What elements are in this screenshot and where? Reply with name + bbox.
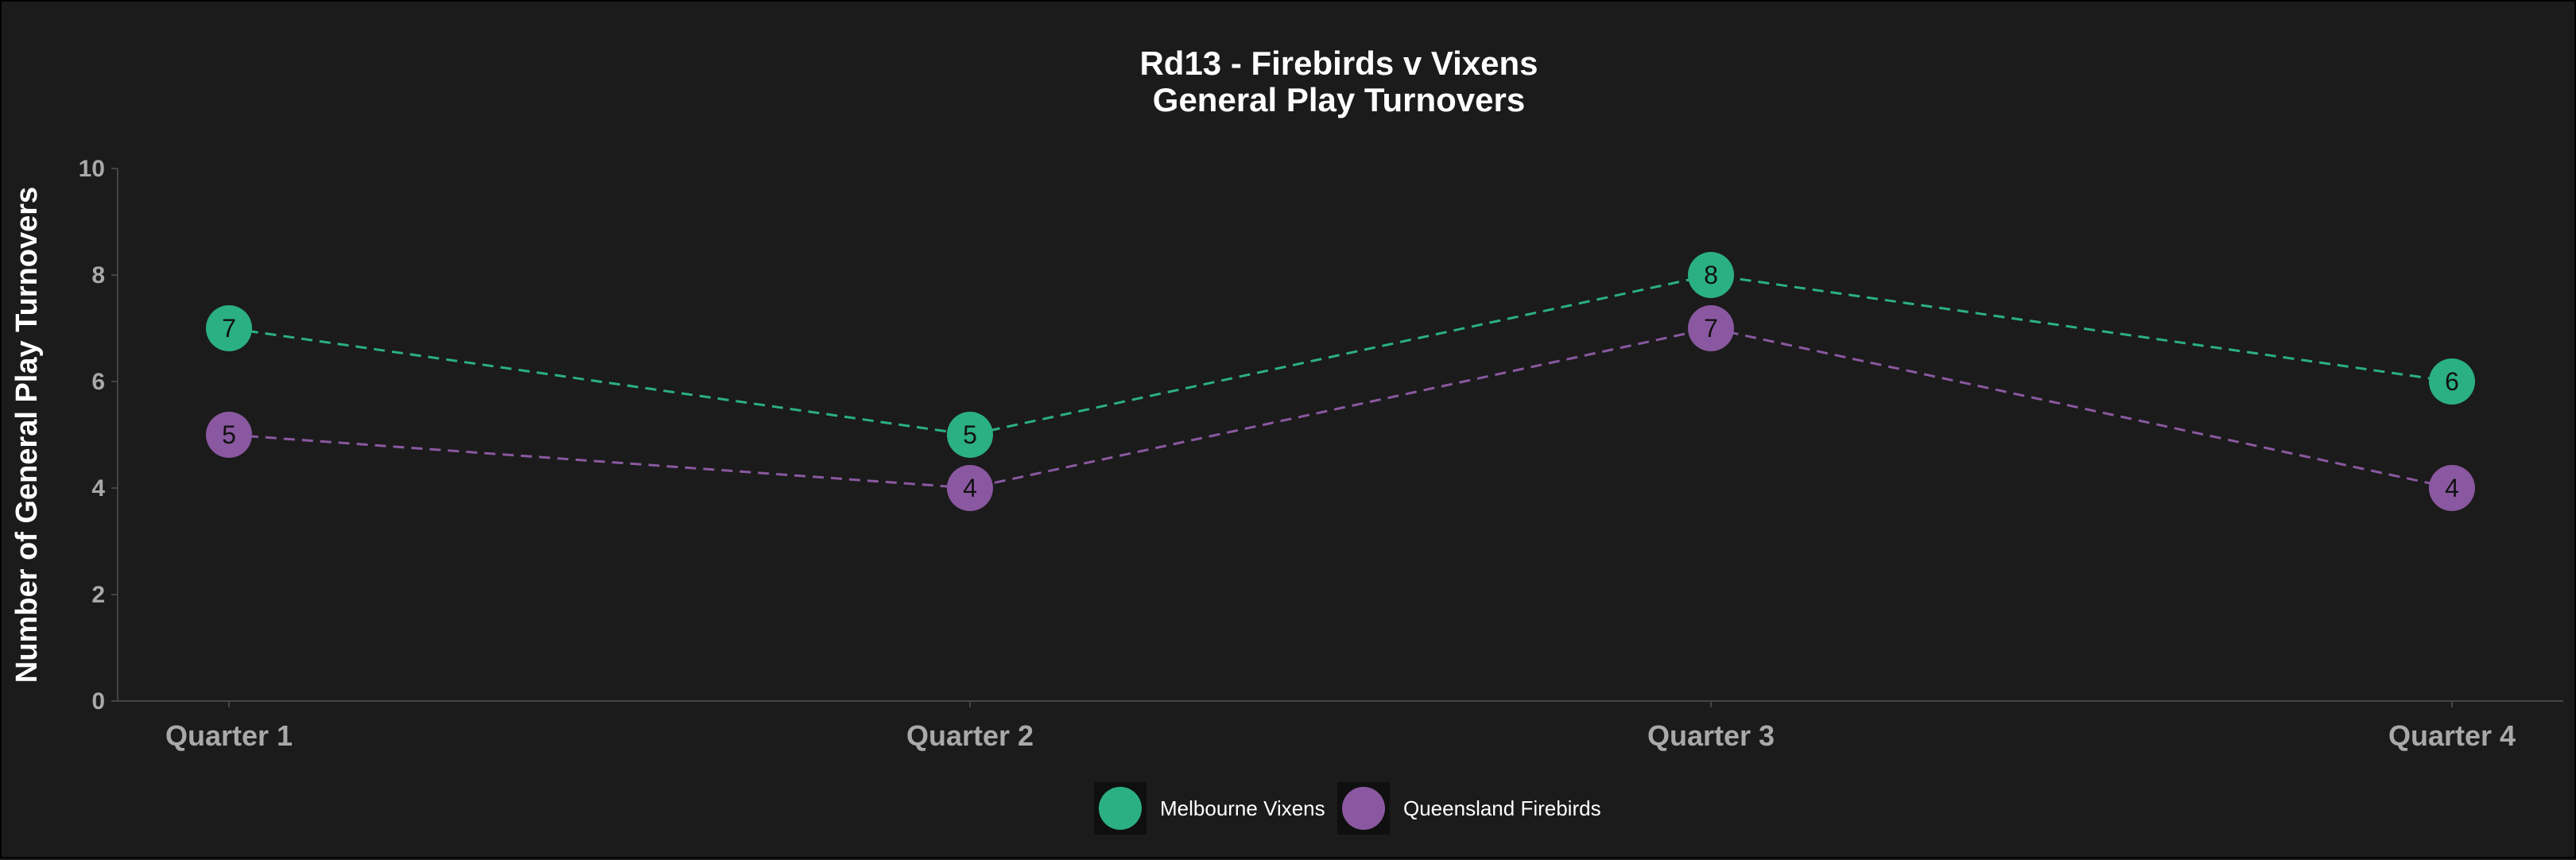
data-point-series-1 [947, 412, 993, 458]
data-label: 6 [2445, 367, 2459, 396]
data-label: 7 [222, 314, 236, 343]
data-label: 5 [222, 420, 236, 449]
data-point-series-1 [1688, 252, 1734, 298]
legend-swatch [1099, 787, 1142, 830]
data-label: 7 [1704, 314, 1718, 343]
legend: Melbourne Vixens Queensland Firebirds [1094, 782, 1601, 835]
data-point-series-2 [1688, 305, 1734, 351]
data-point-series-1 [206, 305, 252, 351]
legend-swatch [1342, 787, 1385, 830]
data-point-series-2 [947, 465, 993, 511]
data-point-series-2 [206, 412, 252, 458]
data-label: 5 [963, 420, 977, 449]
data-label: 4 [963, 474, 977, 502]
data-label: 8 [1704, 261, 1718, 289]
series-line-2 [228, 327, 2453, 490]
data-point-series-1 [2429, 358, 2475, 405]
series-lines [228, 273, 2453, 490]
axes: 0 2 4 6 8 10 Quarter 1 Quarter 2 Quarter 3 Quarte… [10, 156, 2563, 752]
x-tick-label: Quarter 1 [165, 719, 293, 752]
y-tick-label: 0 [91, 688, 105, 715]
x-tick-label: Quarter 3 [1647, 719, 1775, 752]
legend-label: Queensland Firebirds [1403, 796, 1601, 820]
y-axis-title: Number of General Play Turnovers [10, 187, 44, 683]
chart-title-line-1: Rd13 - Firebirds v Vixens [1139, 45, 1538, 82]
x-tick-label: Quarter 2 [906, 719, 1034, 752]
series-line-1 [228, 273, 2453, 436]
data-points: 7 5 8 6 5 4 7 4 [206, 252, 2475, 511]
y-tick-label: 8 [91, 262, 105, 289]
y-tick-label: 6 [91, 369, 105, 395]
legend-label: Melbourne Vixens [1160, 796, 1325, 820]
x-tick-label: Quarter 4 [2388, 719, 2516, 752]
y-tick-label: 10 [79, 156, 105, 182]
data-point-series-2 [2429, 465, 2475, 511]
y-tick-label: 2 [91, 582, 105, 608]
y-tick-label: 4 [91, 475, 105, 502]
data-label: 4 [2445, 474, 2459, 502]
chart-title: Rd13 - Firebirds v Vixens General Play T… [1139, 45, 1538, 118]
chart-title-line-2: General Play Turnovers [1153, 81, 1525, 118]
